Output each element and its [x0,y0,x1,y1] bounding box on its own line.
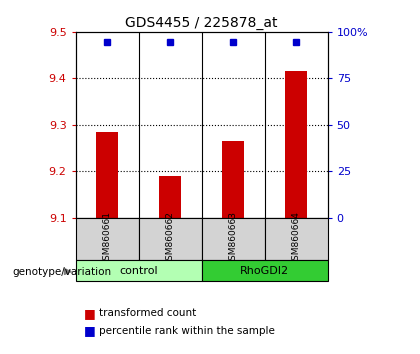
Bar [76,218,139,260]
Bar [76,260,202,281]
Text: genotype/variation: genotype/variation [13,267,112,276]
Text: GSM860661: GSM860661 [102,211,112,267]
Bar [222,141,244,218]
Text: RhoGDI2: RhoGDI2 [240,266,289,276]
Text: GSM860662: GSM860662 [165,211,175,267]
Text: ■: ■ [84,325,96,337]
Text: GSM860663: GSM860663 [228,211,238,267]
Bar [265,218,328,260]
Bar [96,132,118,218]
Bar [139,218,202,260]
Text: ■: ■ [84,307,96,320]
Text: control: control [119,266,158,276]
Text: transformed count: transformed count [99,308,196,318]
Bar [285,72,307,218]
Bar [202,260,328,281]
Text: GDS4455 / 225878_at: GDS4455 / 225878_at [125,16,278,30]
Text: GSM860664: GSM860664 [291,211,301,267]
Bar [202,218,265,260]
Text: percentile rank within the sample: percentile rank within the sample [99,326,275,336]
Bar [159,176,181,218]
